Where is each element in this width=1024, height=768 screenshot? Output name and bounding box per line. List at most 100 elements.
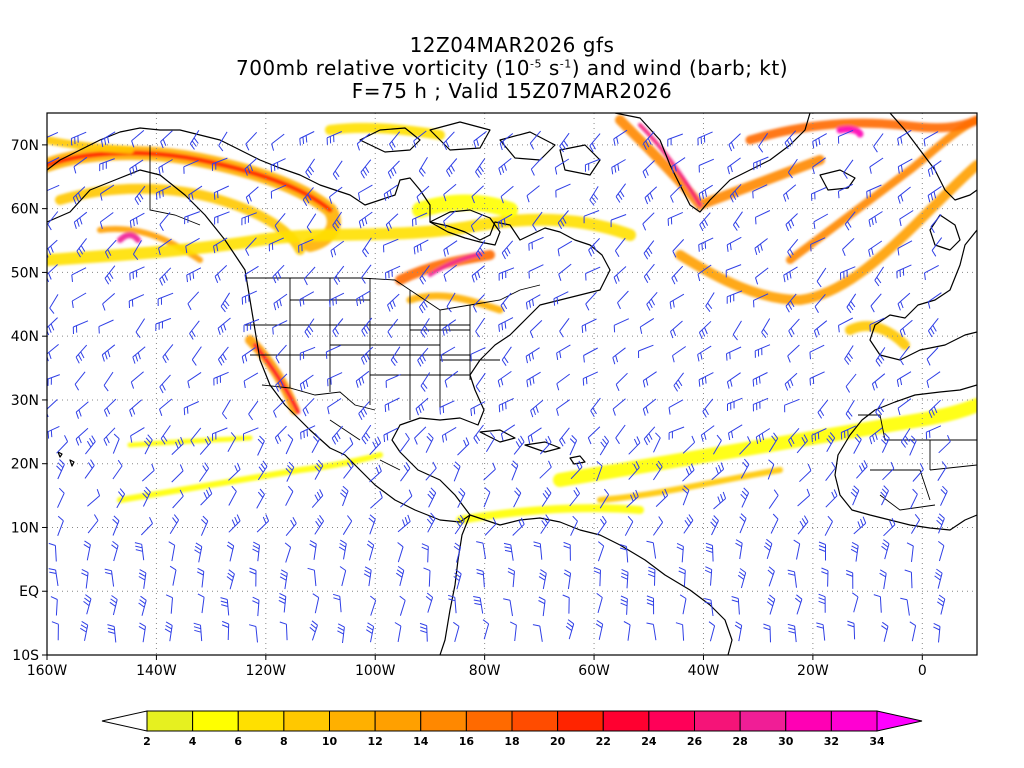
wind-barb xyxy=(638,344,654,359)
wind-barb xyxy=(476,541,486,559)
wind-barb xyxy=(866,184,882,199)
wind-barb xyxy=(440,346,456,363)
wind-barb xyxy=(611,159,626,175)
wind-barb xyxy=(556,344,571,360)
wind-barb xyxy=(75,401,89,419)
wind-barb xyxy=(728,133,741,152)
wind-barb xyxy=(646,540,657,559)
wind-barb xyxy=(327,398,342,415)
wind-barb xyxy=(47,374,60,386)
wind-barb xyxy=(420,318,430,338)
wind-barb xyxy=(646,291,658,311)
wind-barb xyxy=(51,621,59,641)
wind-barb xyxy=(158,238,172,256)
colorbar-level-label: 8 xyxy=(280,735,288,748)
wind-barb xyxy=(727,397,743,411)
wind-barb xyxy=(400,489,413,508)
wind-barb xyxy=(213,371,229,386)
wind-barb xyxy=(847,620,856,640)
wind-barb xyxy=(141,463,155,482)
wind-barb xyxy=(788,427,800,447)
wind-barb xyxy=(528,236,544,251)
wind-barb xyxy=(299,346,316,361)
wind-barb xyxy=(785,293,797,313)
wind-barb xyxy=(199,436,212,455)
colorbar-swatch xyxy=(283,710,330,732)
wind-barb xyxy=(279,621,288,641)
wind-barb xyxy=(565,619,575,640)
wind-barb xyxy=(698,372,714,387)
lat-tick-label: 10N xyxy=(11,520,39,536)
wind-barb xyxy=(189,320,200,340)
wind-barb xyxy=(441,426,457,443)
wind-barb xyxy=(615,183,627,203)
wind-barb xyxy=(570,460,583,480)
graticule xyxy=(47,113,977,655)
wind-barb xyxy=(900,428,911,448)
wind-barb xyxy=(454,514,465,535)
wind-barb xyxy=(299,131,315,146)
wind-barb xyxy=(303,266,316,286)
colorbar-swatch xyxy=(648,710,695,732)
wind-barb xyxy=(83,594,92,615)
wind-barb xyxy=(188,185,203,202)
wind-barb xyxy=(252,596,260,617)
wind-barb xyxy=(339,566,347,587)
wind-barb xyxy=(99,158,115,172)
lon-tick-label: 80W xyxy=(469,663,501,679)
wind-barb xyxy=(213,185,230,200)
colorbar-level-label: 24 xyxy=(641,735,657,748)
wind-barb xyxy=(840,425,857,440)
wind-barb xyxy=(47,425,60,439)
wind-barb xyxy=(643,240,655,260)
wind-barb xyxy=(332,160,343,180)
wind-barb xyxy=(248,624,258,643)
wind-barb xyxy=(189,130,200,150)
wind-barb xyxy=(705,292,715,313)
wind-barb xyxy=(642,398,657,416)
wind-barb xyxy=(904,569,913,589)
wind-barb xyxy=(595,619,604,640)
colorbar-level-label: 20 xyxy=(550,735,566,748)
wind-barb xyxy=(158,159,173,175)
wind-barb xyxy=(871,373,886,391)
wind-barb xyxy=(874,266,885,287)
wind-barb xyxy=(670,320,683,339)
wind-barb xyxy=(298,238,314,253)
colorbar-level-label: 26 xyxy=(687,735,703,748)
wind-barb xyxy=(193,622,203,642)
wind-barb xyxy=(710,515,719,536)
wind-barb xyxy=(211,157,228,171)
wind-barb xyxy=(530,157,543,176)
wind-barb xyxy=(843,159,854,179)
title-exponent-2: -1 xyxy=(559,57,572,71)
colorbar-level-label: 14 xyxy=(413,735,429,748)
wind-barb xyxy=(682,485,690,506)
wind-barb xyxy=(75,427,89,446)
wind-barb xyxy=(844,211,856,231)
wind-barb xyxy=(278,592,287,613)
wind-barb xyxy=(421,543,429,563)
wind-barb xyxy=(818,593,826,613)
wind-barb xyxy=(243,372,259,388)
title-wind-text: ) and wind (barb; kt) xyxy=(571,56,789,80)
wind-barb xyxy=(213,237,228,254)
wind-barb xyxy=(443,183,457,202)
wind-barb xyxy=(896,371,912,387)
vorticity-band xyxy=(127,435,253,448)
wind-barb xyxy=(624,515,634,536)
wind-barb xyxy=(300,425,316,440)
wind-barb xyxy=(732,211,743,231)
wind-barb xyxy=(270,184,287,199)
wind-barb xyxy=(868,240,883,257)
wind-barb xyxy=(228,514,241,533)
wind-barb xyxy=(926,347,939,366)
wind-barb xyxy=(71,267,87,282)
colorbar-level-label: 4 xyxy=(189,735,197,748)
wind-barb xyxy=(596,592,603,614)
wind-barb xyxy=(184,211,200,225)
wind-barb xyxy=(767,459,775,480)
wind-barb xyxy=(48,568,59,586)
wind-barb xyxy=(155,317,172,332)
wind-barb xyxy=(511,460,519,481)
